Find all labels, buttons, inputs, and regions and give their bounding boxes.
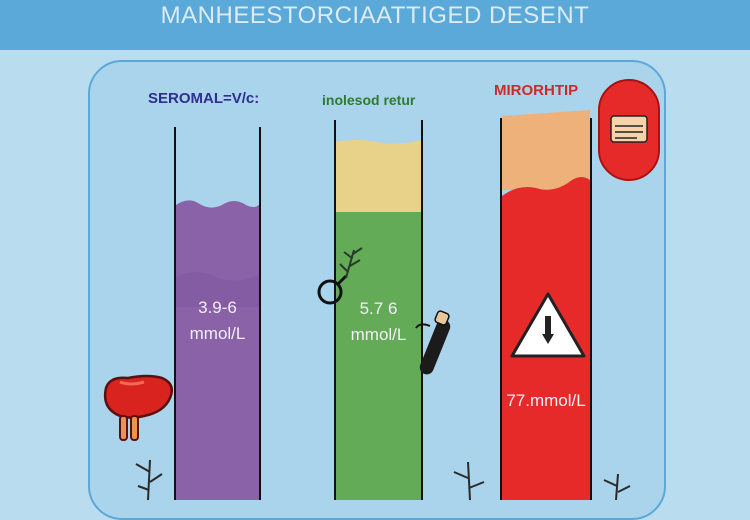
tube-left-wall <box>500 118 502 500</box>
tube-right-wall <box>421 120 423 500</box>
tube-serum: 3.9-6 mmol/L <box>176 127 259 500</box>
magnifier-icon <box>317 247 363 305</box>
plant-sprig-icon <box>453 461 485 500</box>
document-badge-icon <box>598 79 660 181</box>
page-title: MANHEESTORCIAATTIGED DESENT <box>160 2 590 29</box>
tube-incidence: 5.7 6 mmol/L <box>336 120 421 500</box>
column-label-incidence: inolesod retur <box>322 92 416 108</box>
header-banner: MANHEESTORCIAATTIGED DESENT <box>0 0 750 50</box>
warning-triangle-icon <box>510 292 586 358</box>
tube-left-wall <box>334 120 336 500</box>
tube-right-wall <box>259 127 261 500</box>
plant-sprig-icon <box>603 473 631 500</box>
liver-icon <box>103 374 173 441</box>
tube-serum-reading: 3.9-6 mmol/L <box>176 295 259 347</box>
tube-micro-reading: 77.mmol/L <box>502 388 590 414</box>
tube-right-wall <box>590 118 592 500</box>
plant-sprig-icon <box>135 459 163 500</box>
tube-incidence-value: 5.7 6 <box>359 299 398 318</box>
syringe-icon <box>415 310 451 375</box>
tube-serum-fill <box>176 200 259 500</box>
tube-serum-value: 3.9-6 <box>198 298 237 317</box>
tube-left-wall <box>174 127 176 500</box>
column-label-serum: SEROMAL=V/c: <box>148 90 260 107</box>
column-label-micro: MIRORHTIP <box>494 82 579 99</box>
tube-incidence-fill <box>336 140 421 500</box>
tube-incidence-unit: mmol/L <box>350 325 407 344</box>
tube-serum-unit: mmol/L <box>189 324 246 343</box>
tube-incidence-reading: 5.7 6 mmol/L <box>336 296 421 348</box>
tube-micro-value: 77.mmol/L <box>506 391 586 410</box>
